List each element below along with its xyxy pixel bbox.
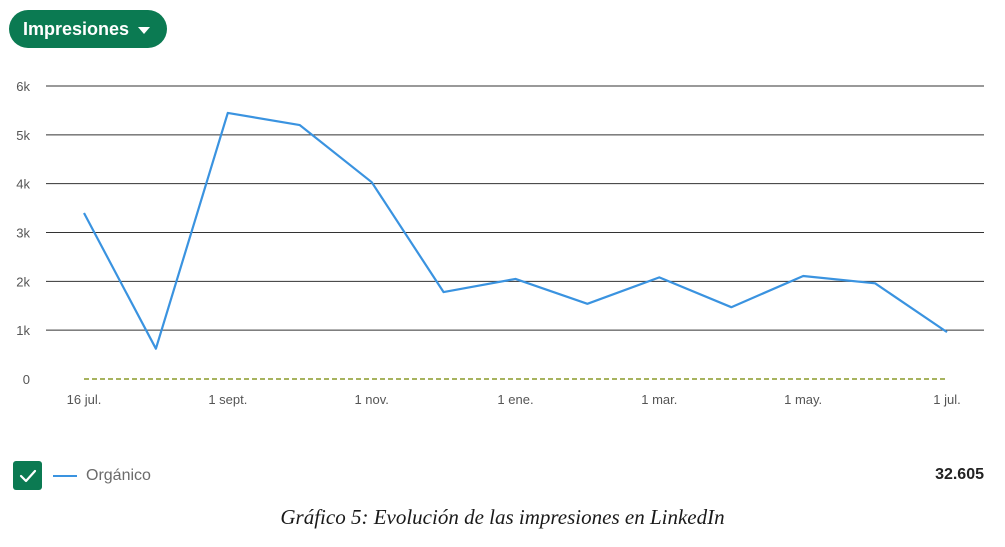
x-tick-label: 1 may. (784, 392, 822, 407)
legend-series-label: Orgánico (86, 466, 151, 484)
y-tick-label: 3k (16, 226, 30, 241)
series-total: 32.605 (935, 466, 984, 483)
checkmark-icon (19, 469, 36, 482)
organic-series-line (83, 111, 948, 350)
impressions-line-chart: 0 1k 2k 3k 4k 5k 6k 16 jul. 1 sept. 1 nov. 1 ene.… (16, 79, 984, 407)
metric-dropdown-label: Impresiones (23, 18, 130, 39)
figure-caption: Gráfico 5: Evolución de las impresiones … (280, 505, 725, 529)
y-tick-label: 2k (16, 274, 30, 289)
legend: Orgánico (13, 461, 151, 490)
x-tick-label: 1 nov. (354, 392, 388, 407)
y-tick-label: 1k (16, 323, 30, 338)
y-tick-label: 4k (16, 177, 30, 192)
y-tick-label: 6k (16, 79, 30, 94)
x-tick-label: 1 sept. (208, 392, 247, 407)
series-toggle-checkbox[interactable] (13, 461, 42, 490)
x-tick-label: 16 jul. (67, 392, 102, 407)
metric-dropdown[interactable]: Impresiones (9, 10, 167, 48)
x-tick-label: 1 mar. (641, 392, 677, 407)
y-tick-label: 5k (16, 128, 30, 143)
y-tick-label: 0 (23, 372, 30, 387)
x-tick-label: 1 jul. (933, 392, 960, 407)
x-tick-label: 1 ene. (497, 392, 533, 407)
caret-down-icon (138, 26, 151, 34)
legend-line-swatch (53, 474, 77, 477)
